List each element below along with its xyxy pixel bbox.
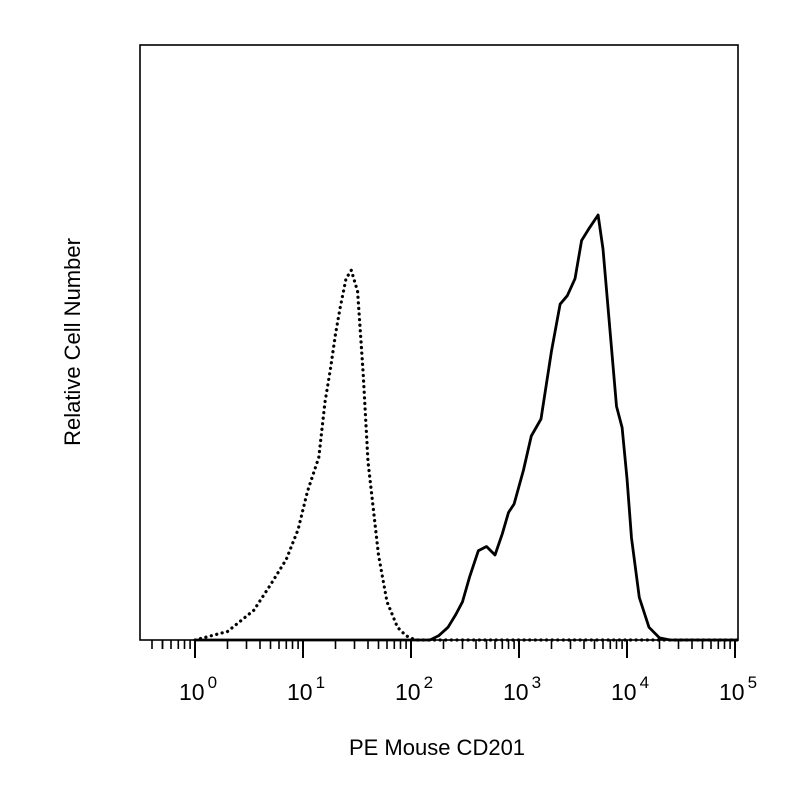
series-layer (193, 213, 739, 642)
x-tick-label: 10 3 (503, 673, 541, 705)
y-axis-label: Relative Cell Number (60, 238, 85, 446)
x-tick-label: 10 1 (287, 673, 325, 705)
series-1-dotted-line (193, 268, 739, 642)
x-tick-label: 10 2 (395, 673, 433, 705)
x-axis-label: PE Mouse CD201 (349, 735, 525, 760)
x-tick-label: 10 5 (719, 673, 757, 705)
x-ticks-layer (151, 640, 736, 658)
plot-frame (139, 44, 739, 641)
x-tick-labels-layer: 10 0 10 1 10 2 10 3 10 4 10 5 (179, 673, 757, 705)
x-tick-label: 10 0 (179, 673, 217, 705)
series-2-solid-line (195, 213, 737, 642)
x-tick-label: 10 4 (611, 673, 649, 705)
